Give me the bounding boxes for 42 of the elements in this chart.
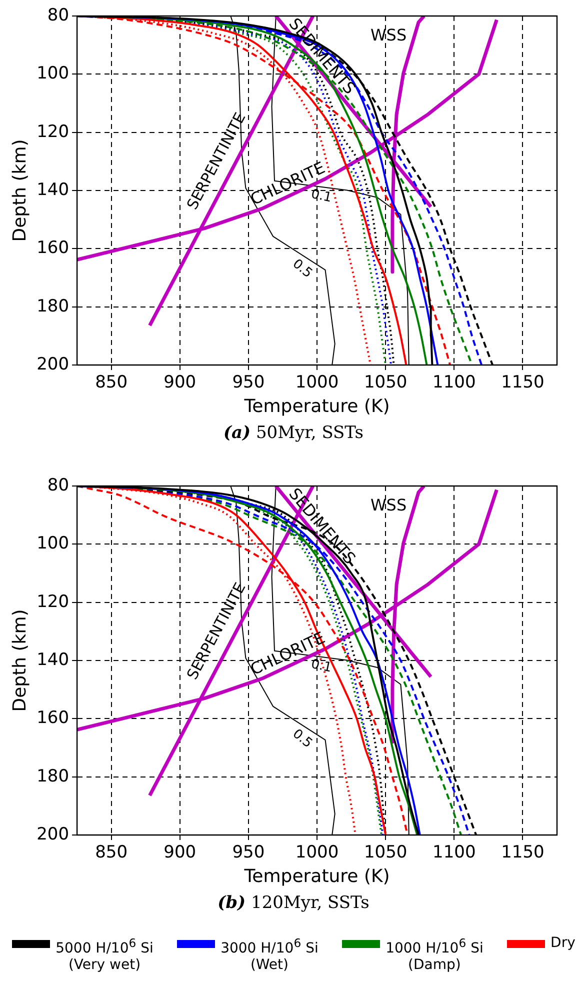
text: 3000 H/10$^{6}$ Si (Wet) <box>220 936 318 973</box>
x-tick-label: 1100 <box>432 842 476 863</box>
y-tick-label: 120 <box>36 122 70 142</box>
x-tick-label: 900 <box>164 372 196 393</box>
x-tick-label: 1150 <box>501 372 544 393</box>
x-tick-label: 1100 <box>432 372 476 393</box>
legend-label: Dry <box>550 935 576 951</box>
y-tick-label: 180 <box>36 766 70 786</box>
legend-label: 1000 H/10$^{6}$ Si (Damp) <box>386 935 484 973</box>
x-axis-title: Temperature (K) <box>243 866 390 887</box>
annotation: 0.5 <box>289 256 315 282</box>
x-tick-label: 950 <box>232 372 265 393</box>
y-tick-label: 200 <box>36 824 70 844</box>
y-tick-label: 160 <box>36 708 70 728</box>
y-tick-label: 80 <box>47 475 70 496</box>
y-tick-label: 140 <box>36 650 70 670</box>
y-axis-title: Depth (km) <box>9 609 30 712</box>
x-tick-label: 850 <box>95 842 128 863</box>
x-tick-label: 1000 <box>295 372 339 393</box>
y-tick-label: 140 <box>36 180 70 200</box>
x-tick-label: 850 <box>95 372 128 393</box>
y-tick-label: 100 <box>36 534 70 554</box>
x-tick-label: 900 <box>164 842 196 863</box>
annotation: WSS <box>370 495 407 514</box>
y-tick-label: 160 <box>36 238 70 258</box>
x-tick-label: 1150 <box>501 842 544 863</box>
x-tick-label: 1000 <box>295 842 339 863</box>
x-axis-title: Temperature (K) <box>243 396 390 417</box>
annotation: WSS <box>370 25 407 44</box>
y-axis-title: Depth (km) <box>9 139 30 242</box>
y-tick-label: 80 <box>47 5 70 26</box>
legend-label: 5000 H/10$^{6}$ Si (Very wet) <box>56 935 154 973</box>
text: (b) 120Myr, SSTs <box>216 892 370 915</box>
x-tick-label: 1050 <box>364 372 408 393</box>
x-tick-label: 1050 <box>364 842 408 863</box>
x-tick-label: 950 <box>232 842 265 863</box>
text: (a) 50Myr, SSTs <box>222 422 365 445</box>
y-tick-label: 200 <box>36 354 70 374</box>
y-tick-label: 100 <box>36 64 70 84</box>
annotation: 0.5 <box>289 726 315 752</box>
y-tick-label: 180 <box>36 296 70 316</box>
y-tick-label: 120 <box>36 592 70 612</box>
